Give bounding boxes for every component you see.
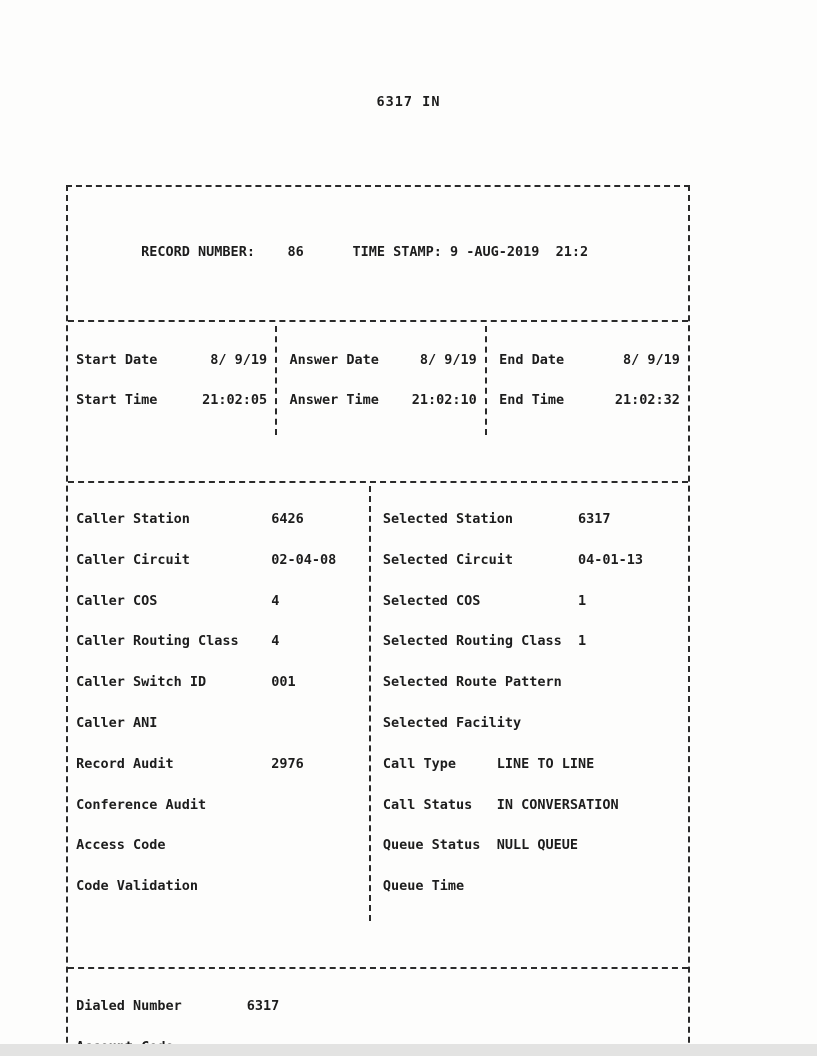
record-audit-label: Record Audit [76,755,174,772]
queue-time-row: Queue Time [382,878,688,895]
selected-station-row: Selected Station 6317 [382,511,688,528]
selected-routing-class-value: 1 [577,633,587,650]
caller-circuit-value: 02-04-08 [271,551,337,568]
caller-routing-class-value: 4 [271,633,280,650]
time-stamp-label: TIME STAMP: [352,244,442,261]
record-header: RECORD NUMBER: 86 TIME STAMP: 9 -AUG-2019 2… [68,228,688,280]
caller-circuit-label: Caller Circuit [76,551,190,568]
answer-date-label: Answer Date [289,351,379,368]
call-record: RECORD NUMBER: 86 TIME STAMP: 9 -AUG-2019 2… [66,158,690,1056]
call-status-value: IN CONVERSATION [496,796,619,813]
caller-switch-id-label: Caller Switch ID [76,674,207,691]
caller-cos-row: Caller COS 4 [76,592,369,609]
record-number-label: RECORD NUMBER: [141,244,255,261]
queue-time-label: Queue Time [382,878,465,895]
caller-routing-class-label: Caller Routing Class [76,633,239,650]
selected-circuit-label: Selected Circuit [382,551,513,568]
call-status-label: Call Status [382,796,473,813]
end-time-label: End Time [499,392,565,409]
date-time-section: Start Date 8/ 9/19 Start Time 21:02:05 A… [68,320,688,440]
code-validation-label: Code Validation [76,878,199,895]
call-detail-section: Caller Station 6426 Caller Circuit 02-04… [68,480,688,926]
start-time-label: Start Time [76,392,158,409]
record-audit-row: Record Audit 2976 [76,755,369,772]
caller-column: Caller Station 6426 Caller Circuit 02-04… [68,486,369,921]
selected-station-label: Selected Station [382,511,513,528]
caller-circuit-row: Caller Circuit 02-04-08 [76,551,369,568]
selected-facility-row: Selected Facility [382,714,688,731]
access-code-label: Access Code [76,837,166,854]
caller-cos-label: Caller COS [76,592,158,609]
call-status-row: Call Status IN CONVERSATION [382,796,688,813]
call-type-value: LINE TO LINE [496,755,595,772]
answer-date-value: 8/ 9/19 [419,351,477,368]
page-title: 6317 IN [376,94,441,110]
conference-audit-label: Conference Audit [76,796,207,813]
selected-routing-class-label: Selected Routing Class [382,633,562,650]
access-code-row: Access Code [76,839,369,853]
selected-cos-row: Selected COS 1 [382,592,688,609]
end-column: End Date 8/ 9/19 End Time 21:02:32 [484,326,688,436]
dialed-section: Dialed Number 6317 Account Code Authoriz… [68,966,688,1056]
start-date-label: Start Date [76,351,158,368]
caller-station-label: Caller Station [76,511,190,528]
queue-status-value: NULL QUEUE [496,837,578,854]
dialed-number-value: 6317 [246,997,280,1014]
answer-column: Answer Date 8/ 9/19 Answer Time 21:02:10 [275,326,485,436]
start-date-row: Start Date 8/ 9/19 [76,351,268,368]
end-date-row: End Date 8/ 9/19 [499,351,680,368]
caller-ani-label: Caller ANI [76,714,158,731]
caller-station-row: Caller Station 6426 [76,511,369,528]
caller-switch-id-row: Caller Switch ID 001 [76,676,369,690]
record-audit-value: 2976 [271,755,304,772]
dialed-number-label: Dialed Number [76,997,182,1014]
queue-status-label: Queue Status [382,837,481,854]
end-date-label: End Date [499,351,565,368]
end-date-value: 8/ 9/19 [622,351,680,368]
scan-edge [0,1044,817,1056]
answer-time-row: Answer Time 21:02:10 [289,394,476,408]
record-box: RECORD NUMBER: 86 TIME STAMP: 9 -AUG-2019 2… [66,184,690,1056]
selected-facility-label: Selected Facility [382,714,522,731]
end-time-value: 21:02:32 [614,392,680,409]
selected-route-pattern-label: Selected Route Pattern [382,674,562,691]
selected-circuit-row: Selected Circuit 04-01-13 [382,551,688,568]
selected-route-pattern-row: Selected Route Pattern [383,676,688,690]
answer-time-value: 21:02:10 [411,392,477,409]
answer-date-row: Answer Date 8/ 9/19 [289,351,477,368]
answer-time-label: Answer Time [289,392,379,409]
code-validation-row: Code Validation [76,878,369,895]
start-time-value: 21:02:05 [202,392,268,409]
dialed-number-row: Dialed Number 6317 [76,997,688,1014]
selected-cos-value: 1 [577,592,587,609]
record-number-value: 86 [287,244,304,261]
caller-cos-value: 4 [271,592,280,609]
caller-switch-id-value: 001 [271,674,296,691]
start-time-row: Start Time 21:02:05 [76,394,267,408]
selected-routing-class-row: Selected Routing Class 1 [383,635,688,649]
selected-circuit-value: 04-01-13 [577,551,643,568]
caller-routing-class-row: Caller Routing Class 4 [76,635,369,649]
time-stamp-value: 9 -AUG-2019 21:2 [450,244,589,261]
selected-station-value: 6317 [577,511,611,528]
records-container: RECORD NUMBER: 86 TIME STAMP: 9 -AUG-2019 2… [66,131,690,1056]
conference-audit-row: Conference Audit [76,796,369,813]
caller-ani-row: Caller ANI [76,714,369,731]
start-column: Start Date 8/ 9/19 Start Time 21:02:05 [68,326,275,435]
selected-column: Selected Station 6317 Selected Circuit 0… [368,485,688,921]
start-date-value: 8/ 9/19 [210,351,268,368]
call-type-row: Call Type LINE TO LINE [382,755,688,772]
caller-station-value: 6426 [271,511,304,528]
queue-status-row: Queue Status NULL QUEUE [383,839,688,853]
end-time-row: End Time 21:02:32 [499,394,680,408]
call-type-label: Call Type [382,755,457,772]
selected-cos-label: Selected COS [382,592,481,609]
